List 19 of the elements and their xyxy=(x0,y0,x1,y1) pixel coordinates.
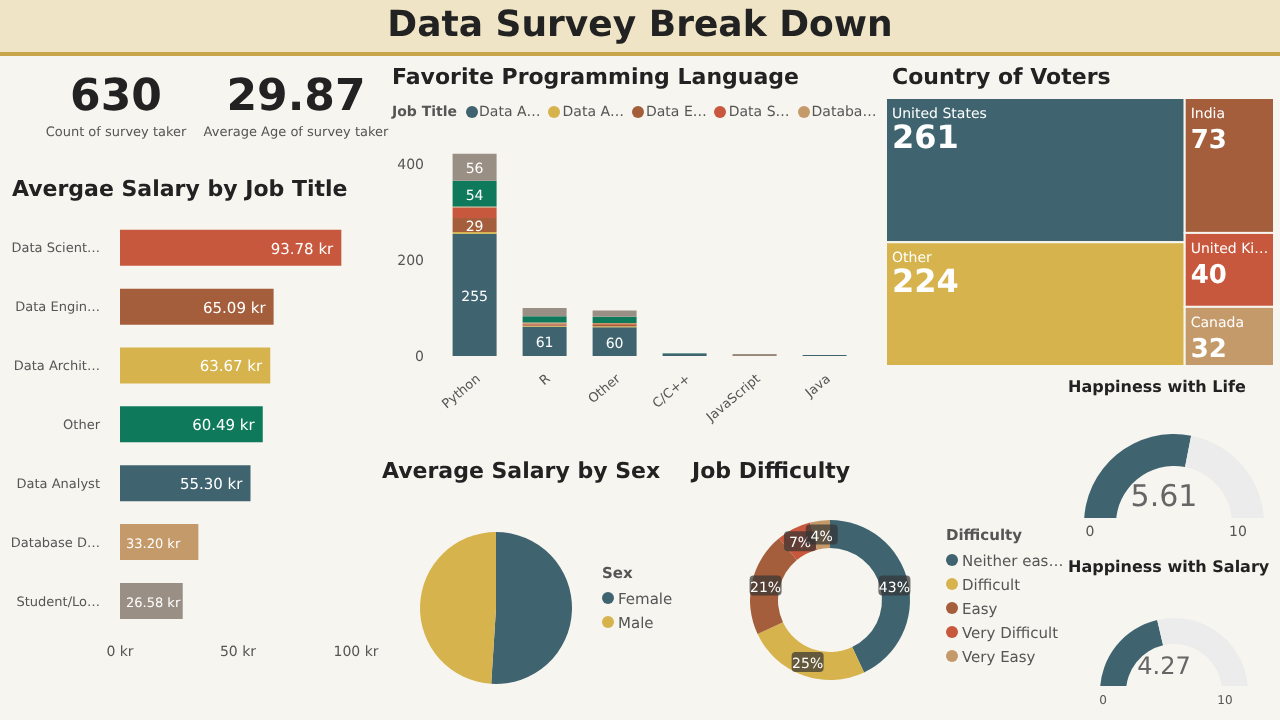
data-label: 261 xyxy=(892,118,959,156)
data-label: 5.61 xyxy=(1130,478,1198,514)
text: Happiness with Salary xyxy=(1066,556,1272,580)
data-label: 4.27 xyxy=(1137,652,1191,680)
text: Happiness with Life xyxy=(1066,376,1248,400)
text: 630 xyxy=(68,72,164,124)
data-label: 32 xyxy=(1190,334,1227,365)
chart-title: Average Salary by Sex xyxy=(380,456,663,488)
data-label: 40 xyxy=(1190,260,1227,291)
chart-title: Avergae Salary by Job Title xyxy=(10,174,350,206)
gauge-dial: 5.61 xyxy=(1060,398,1280,518)
text: Country of Voters xyxy=(890,62,1113,94)
text: Data Survey Break Down xyxy=(0,0,1280,56)
data-label: 73 xyxy=(1190,126,1227,156)
data-label: 224 xyxy=(892,262,959,301)
gauge-dial: 4.27 xyxy=(1060,578,1280,686)
chart-title: Favorite Programming Language xyxy=(390,62,801,94)
text: 29.87 xyxy=(226,72,366,122)
chart-title: Job Difficulty xyxy=(688,456,853,488)
